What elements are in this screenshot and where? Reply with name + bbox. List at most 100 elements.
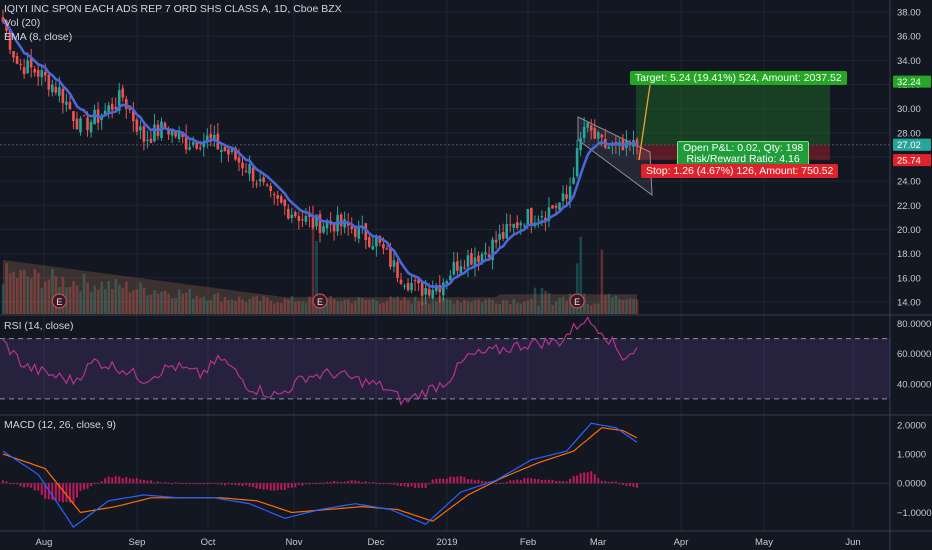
candle-body	[406, 283, 410, 291]
macd-histogram-bar	[540, 479, 543, 484]
macd-histogram-bar	[554, 480, 557, 484]
macd-histogram-bar	[294, 483, 297, 488]
candle-body	[403, 285, 406, 287]
macd-histogram-bar	[435, 478, 438, 484]
volume-bar	[516, 303, 519, 314]
candle-body	[315, 214, 318, 227]
macd-histogram-bar	[54, 483, 57, 501]
macd-histogram-bar	[343, 481, 346, 484]
candle-body	[93, 109, 96, 125]
macd-histogram-bar	[463, 476, 466, 484]
ema-legend: EMA (8, close)	[4, 31, 73, 43]
stop-label[interactable]: Stop: 1.26 (4.67%) 126, Amount: 750.52	[641, 164, 839, 178]
volume-bar	[100, 281, 104, 314]
candle-body	[135, 119, 139, 132]
candle-body	[124, 99, 128, 109]
candle-body	[65, 101, 68, 105]
macd-histogram-bar	[83, 483, 86, 490]
candle-body	[177, 132, 181, 140]
candle-body	[593, 128, 597, 139]
candle-body	[100, 116, 103, 121]
candle-body	[40, 70, 44, 78]
macd-histogram-bar	[329, 481, 332, 484]
candle-body	[149, 138, 153, 143]
earnings-marker-nov[interactable]: E	[312, 293, 328, 309]
volume-bar	[181, 293, 185, 314]
ema-line	[2, 20, 638, 290]
price-tick-label: 28.00	[897, 128, 921, 139]
candle-body	[43, 72, 47, 76]
volume-bar	[611, 297, 614, 314]
macd-histogram-bar	[12, 483, 15, 485]
volume-bar	[8, 273, 12, 314]
candle-body	[117, 90, 121, 111]
macd-histogram-bar	[509, 480, 512, 484]
macd-histogram-bar	[40, 483, 43, 495]
price-tag-label: 27.02	[897, 140, 921, 151]
candle-body	[332, 223, 336, 232]
candle-body	[466, 255, 470, 267]
volume-bar	[509, 304, 512, 314]
macd-histogram-bar	[97, 482, 100, 484]
macd-histogram-bar	[579, 473, 582, 484]
volume-bar	[241, 299, 244, 314]
macd-histogram-bar	[417, 483, 420, 488]
volume-bar	[544, 290, 547, 314]
target-label[interactable]: Target: 5.24 (19.41%) 524, Amount: 2037.…	[630, 71, 847, 85]
macd-histogram-bar	[604, 481, 607, 484]
candle-body	[413, 280, 417, 282]
volume-bar	[452, 303, 456, 314]
volume-bar	[276, 302, 280, 314]
macd-histogram-bar	[164, 482, 167, 484]
candle-body	[389, 247, 392, 267]
candle-body	[396, 261, 399, 279]
candle-body	[522, 225, 526, 227]
macd-histogram-bar	[283, 483, 286, 490]
macd-histogram-bar	[537, 479, 540, 484]
volume-bar	[37, 272, 40, 314]
volume-bar	[420, 302, 424, 314]
candle-body	[248, 164, 251, 174]
macd-histogram-bar	[618, 483, 621, 485]
macd-histogram-bar	[146, 480, 149, 484]
price-tag	[893, 154, 931, 167]
volume-bar	[273, 303, 276, 314]
candle-body	[382, 244, 385, 249]
price-tick-label: 16.00	[897, 273, 921, 284]
earnings-icon	[51, 293, 67, 309]
macd-histogram-bar	[185, 482, 188, 484]
macd-histogram-bar	[213, 482, 216, 484]
candle-body	[607, 146, 611, 149]
candle-body	[269, 185, 272, 192]
candle-body	[357, 225, 361, 239]
macd-histogram-bar	[227, 483, 230, 485]
earnings-marker-feb[interactable]: E	[569, 293, 585, 309]
candle-body	[107, 105, 110, 113]
macd-histogram-bar	[466, 479, 469, 484]
candle-body	[477, 255, 480, 263]
macd-histogram-bar	[86, 483, 89, 489]
macd-histogram-bar	[245, 483, 248, 486]
volume-bar	[51, 268, 54, 314]
volume-bar	[89, 291, 93, 314]
candle-body	[385, 248, 389, 250]
time-axis-label: Dec	[368, 537, 385, 548]
macd-histogram-bar	[223, 483, 226, 486]
macd-histogram-bar	[336, 481, 339, 484]
candle-body	[463, 267, 466, 269]
volume-bar	[417, 301, 421, 314]
candle-body	[283, 199, 287, 207]
macd-tick-label: −1.0000	[897, 508, 932, 519]
candle-body	[487, 254, 491, 258]
macd-histogram-bar	[58, 483, 61, 502]
earnings-marker-aug[interactable]: E	[51, 293, 67, 309]
macd-histogram-bar	[79, 483, 82, 491]
price-tick-label: 20.00	[897, 225, 921, 236]
candle-body	[58, 87, 61, 96]
macd-histogram-bar	[237, 483, 240, 486]
macd-histogram-bar	[597, 478, 600, 484]
candle-body	[441, 282, 445, 296]
macd-histogram-bar	[248, 483, 251, 487]
volume-bar	[561, 296, 565, 314]
